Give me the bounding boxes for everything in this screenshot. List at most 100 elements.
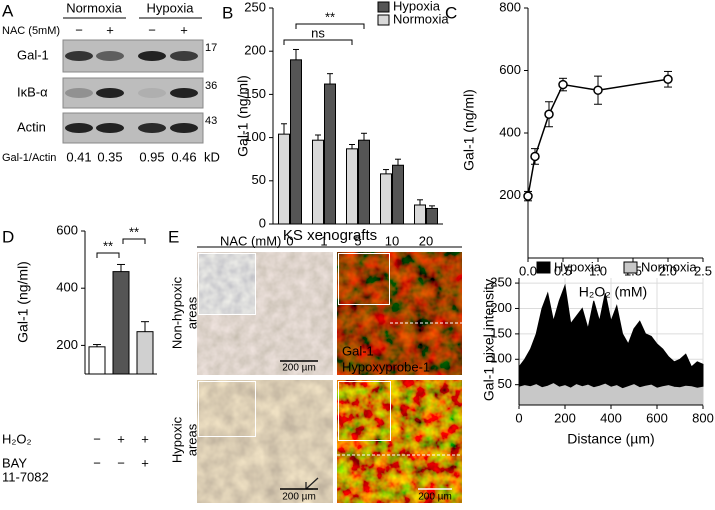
row-label: Non-hypoxic <box>169 276 184 349</box>
treatment-sign: − <box>148 22 156 37</box>
x-tick-label: 10 <box>385 233 399 248</box>
x-tick-label: 400 <box>600 410 622 425</box>
panel-title: KS xenografts <box>283 227 377 244</box>
x-axis-label: Distance (µm) <box>567 431 654 447</box>
y-tick-label: 50 <box>498 376 512 391</box>
scale-label: 200 µm <box>418 492 452 503</box>
bar <box>426 207 438 225</box>
legend-swatch <box>377 14 390 26</box>
x-tick-label: 800 <box>692 410 714 425</box>
y-tick-label: 250 <box>490 275 512 290</box>
area <box>518 383 704 406</box>
panel-label: D <box>2 227 14 246</box>
treatment-sign: + <box>141 431 149 446</box>
line <box>527 78 669 197</box>
marker: 36 <box>205 80 217 92</box>
inset <box>199 254 255 314</box>
y-tick-label: 200 <box>244 43 266 58</box>
area <box>518 283 704 406</box>
y-axis-label: Gal-1 (ng/ml) <box>235 75 251 157</box>
treatment-sign: − <box>93 431 101 446</box>
treatment-sign: + <box>106 22 114 37</box>
bracket <box>295 23 365 29</box>
bar <box>324 83 336 225</box>
y-tick-label: 250 <box>244 0 266 14</box>
band <box>96 51 124 61</box>
y-tick-label: 50 <box>252 172 266 187</box>
y-axis-label: Gal-1 pixel intensity <box>481 279 497 401</box>
y-tick-label: 600 <box>56 222 78 237</box>
point <box>663 74 673 84</box>
band <box>138 88 166 98</box>
row-label: Hypoxic <box>169 416 184 463</box>
x-tick-label: 5 <box>354 233 361 248</box>
band <box>170 51 198 61</box>
inset <box>199 382 255 436</box>
inset <box>339 382 390 440</box>
y-axis-label: Gal-1 (ng/ml) <box>461 89 477 171</box>
bracket <box>283 39 353 45</box>
y-tick-label: 100 <box>490 351 512 366</box>
treatment-label: H₂O₂ <box>2 431 32 446</box>
band <box>65 88 93 98</box>
annotation: ** <box>129 224 139 239</box>
ratio-value: 0.41 <box>66 149 91 164</box>
x-axis-label: NAC (mM) <box>220 233 281 248</box>
y-tick-label: 400 <box>56 280 78 295</box>
y-tick-label: 100 <box>244 129 266 144</box>
panel-label: A <box>2 1 14 20</box>
x-tick-label: 20 <box>419 233 433 248</box>
row-label: IκB-α <box>17 84 48 99</box>
ratio-value: 0.95 <box>139 149 164 164</box>
band <box>65 123 93 133</box>
band <box>138 123 166 133</box>
band <box>65 51 93 61</box>
x-tick-label: 0.5 <box>554 263 572 278</box>
stain-label: Hypoxyprobe-1 <box>342 359 430 374</box>
ratio-label: Gal-1/Actin <box>2 152 56 164</box>
x-tick-label: 0 <box>286 233 293 248</box>
ratio-value: 0.35 <box>97 149 122 164</box>
annotation: ** <box>325 9 335 24</box>
bar <box>358 139 370 225</box>
band <box>170 88 198 98</box>
marker-unit: kD <box>204 149 220 164</box>
bar <box>112 271 130 375</box>
scale-label: 200 µm <box>282 363 316 374</box>
bar <box>278 133 290 225</box>
y-axis-label: Gal-1 (ng/ml) <box>15 261 31 343</box>
band <box>138 51 166 61</box>
row-label: Actin <box>17 119 46 134</box>
annotation: ns <box>311 25 325 40</box>
legend-label: Normoxia <box>393 11 449 26</box>
bar <box>312 139 324 225</box>
bracket <box>96 252 120 258</box>
panel-label: E <box>168 227 179 246</box>
bar <box>414 204 426 225</box>
treatment-label: NAC (5mM) <box>2 25 60 37</box>
treatment-label: BAY <box>2 455 27 470</box>
band <box>170 123 198 133</box>
x-tick-label: 2.5 <box>694 263 712 278</box>
y-tick-label: 200 <box>56 337 78 352</box>
legend-swatch <box>536 261 551 274</box>
y-tick-label: 0 <box>259 215 266 230</box>
y-tick-label: 600 <box>499 62 521 77</box>
x-tick-label: 600 <box>646 410 668 425</box>
treatment-sign: + <box>117 431 125 446</box>
group-label: Normoxia <box>66 0 122 15</box>
legend-label: Normoxia <box>641 259 697 274</box>
x-tick-label: 1.0 <box>589 263 607 278</box>
y-tick-label: 150 <box>490 325 512 340</box>
point <box>530 151 540 162</box>
point <box>558 79 568 90</box>
x-tick-label: 1 <box>320 233 327 248</box>
treatment-sign: + <box>141 455 149 470</box>
bar <box>392 164 404 225</box>
marker: 43 <box>205 115 217 127</box>
y-tick-label: 200 <box>490 300 512 315</box>
treatment-sign: − <box>93 455 101 470</box>
point <box>544 109 554 119</box>
legend-swatch <box>377 1 390 13</box>
group-label: Hypoxia <box>147 0 195 15</box>
